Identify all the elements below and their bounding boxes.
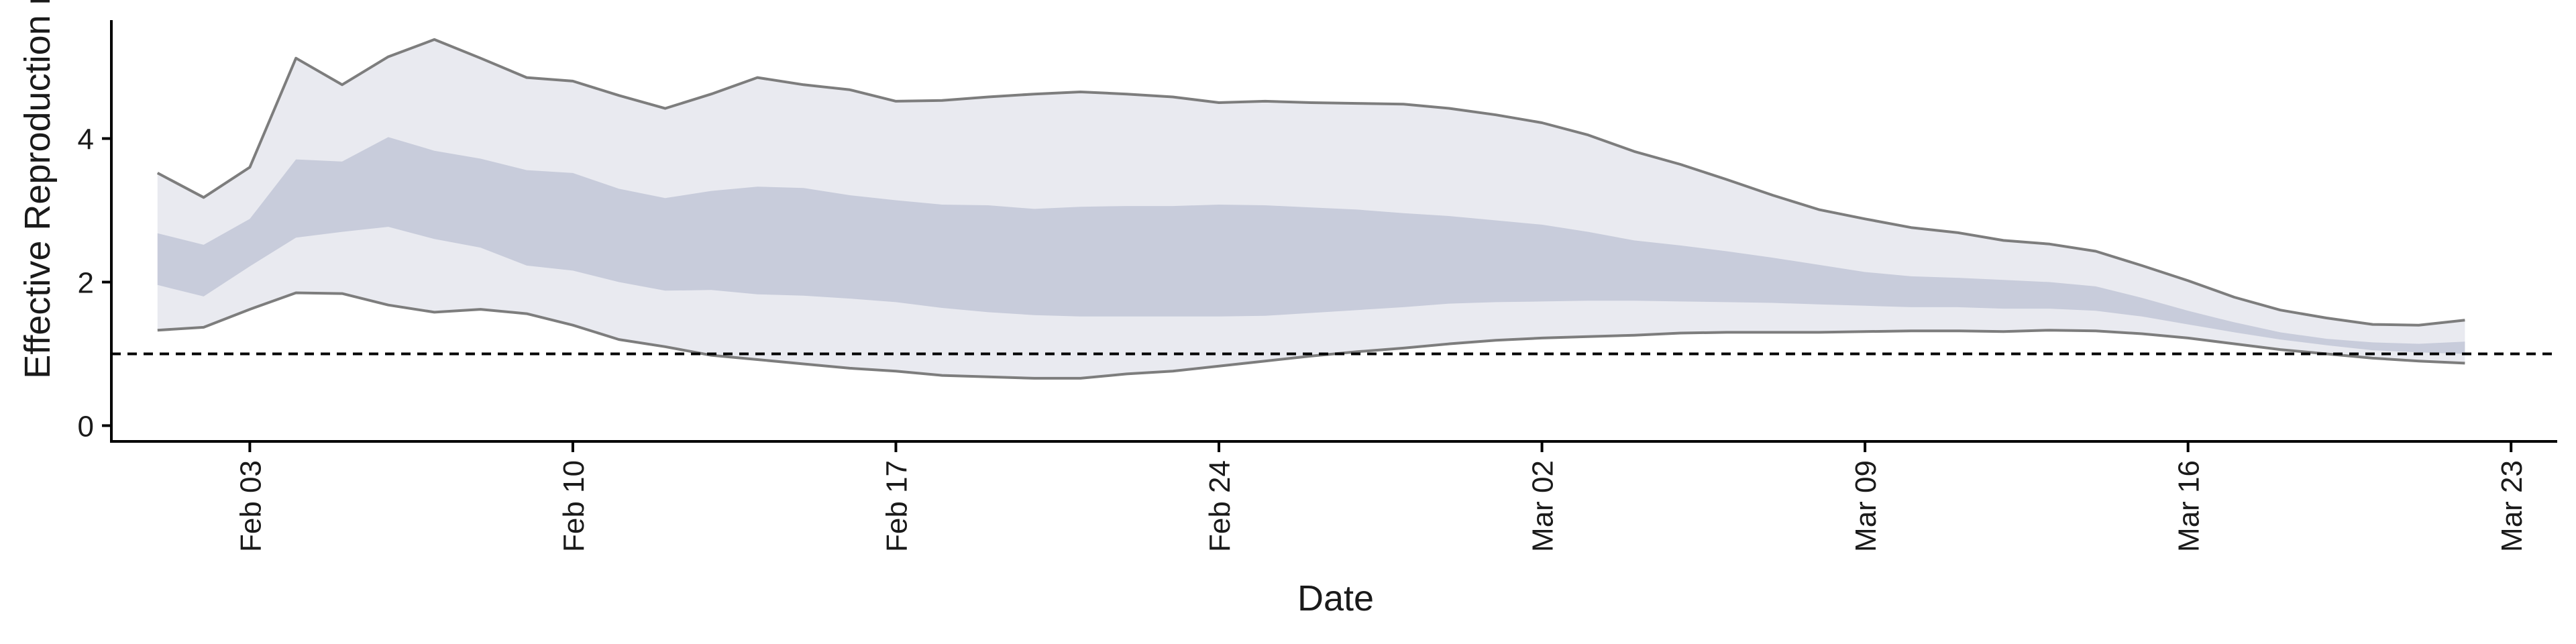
x-tick-label: Mar 09 [1849,460,1882,552]
y-axis-label: Effective Reproduction no [17,0,58,379]
y-axis: 0 2 4 [78,20,113,443]
x-tick-label: Mar 02 [1527,460,1560,552]
bands-layer [157,39,2465,378]
plot-area [111,38,2557,380]
x-axis: Feb 03 Feb 10 Feb 17 Feb 24 Mar 02 Mar 09 Mar … [110,440,2557,552]
x-tick-label: Mar 23 [2496,460,2528,552]
x-tick-label: Feb 03 [234,460,267,552]
x-ticks: Feb 03 Feb 10 Feb 17 Feb 24 Mar 02 Mar 09 Mar … [234,441,2528,552]
y-ticks: 0 2 4 [78,123,111,443]
x-tick-label: Feb 10 [557,460,590,552]
x-tick-label: Mar 16 [2173,460,2206,552]
x-tick-label: Feb 24 [1203,460,1236,552]
y-tick-label: 4 [78,123,94,156]
band-edge-lines [156,38,2465,380]
y-tick-label: 0 [78,410,94,443]
x-tick-label: Feb 17 [880,460,913,552]
outer-upper-line [156,38,2465,327]
x-axis-label: Date [1297,578,1374,619]
inner-interval-band [157,137,2465,354]
outer-lower-line [157,291,2465,380]
y-tick-label: 2 [78,266,94,299]
